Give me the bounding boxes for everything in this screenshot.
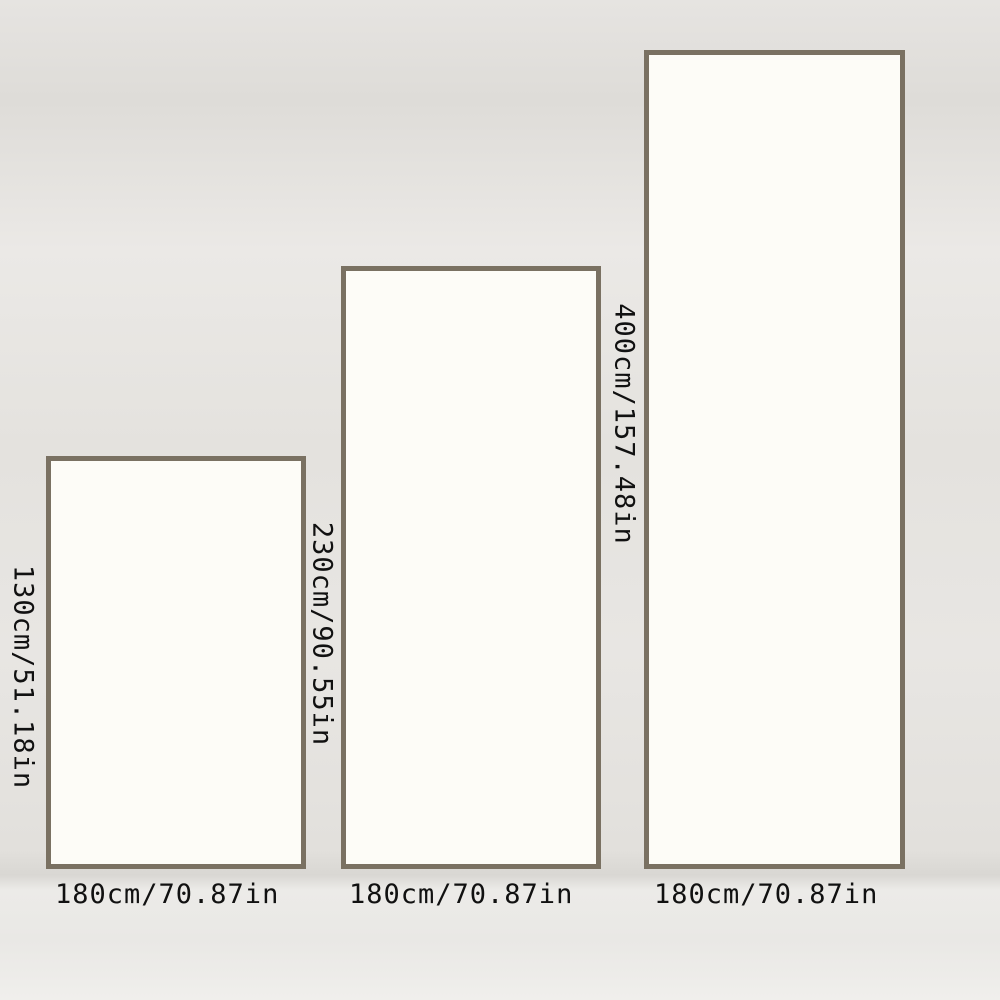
width-label-medium: 180cm/70.87in <box>349 879 574 910</box>
size-rect-medium <box>341 266 601 869</box>
height-label-small: 130cm/51.18in <box>7 564 39 790</box>
height-label-large: 400cm/157.48in <box>608 303 640 545</box>
size-rect-large <box>644 50 905 869</box>
size-rect-small <box>46 456 306 869</box>
width-label-small: 180cm/70.87in <box>55 879 280 910</box>
height-label-medium: 230cm/90.55in <box>306 521 338 747</box>
width-label-large: 180cm/70.87in <box>654 879 879 910</box>
